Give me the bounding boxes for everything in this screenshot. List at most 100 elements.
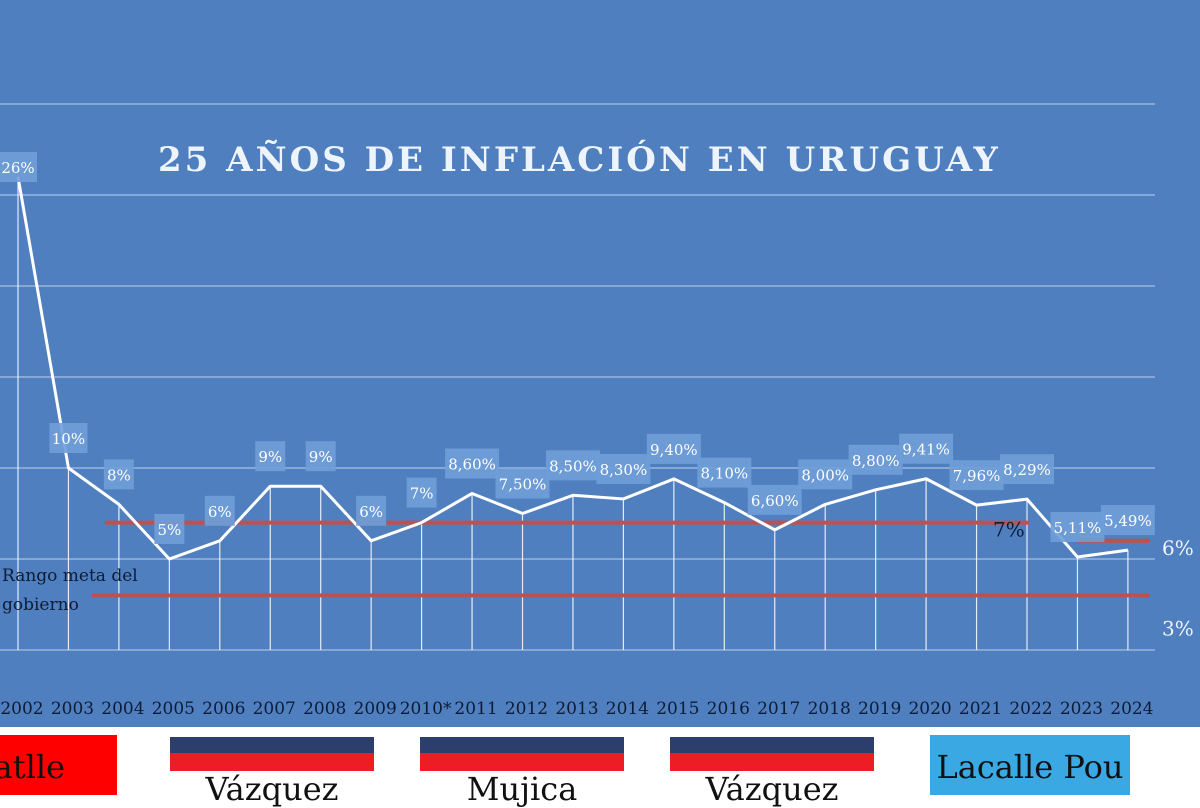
data-label-box <box>1100 505 1155 536</box>
data-label-box <box>445 448 500 479</box>
band-stripe-top <box>420 737 624 755</box>
data-label: 5% <box>154 514 185 544</box>
data-label-box <box>848 444 903 475</box>
data-label-text: 26% <box>1 159 34 177</box>
x-tick-label: 2005 <box>152 699 195 719</box>
data-label: 7,96% <box>949 460 1004 491</box>
data-label: 10% <box>49 423 88 453</box>
data-label-box <box>356 495 387 526</box>
government-name: atlle <box>0 748 65 786</box>
data-label-box <box>0 152 37 182</box>
data-label: 9% <box>255 441 286 472</box>
government-bands: atlle Vázquez Mujica Vázquez Lacalle Pou <box>0 727 1200 807</box>
data-label-text: 8,80% <box>852 452 900 470</box>
band-stripe-top <box>170 737 374 755</box>
data-label: 9,41% <box>899 433 954 464</box>
data-label-box <box>949 460 1004 491</box>
x-tick-label: 2015 <box>656 699 699 719</box>
inflation-chart: 26% 10% 8% 5% 6% 9% 9% 6% 7% 8,60%7,50%8,50% 8,30%… <box>0 0 1200 727</box>
x-tick-label: 2003 <box>51 699 94 719</box>
x-tick-label: 2013 <box>555 699 598 719</box>
x-tick-label: 2016 <box>707 699 750 719</box>
data-label-box <box>204 495 235 526</box>
x-tick-label: 2014 <box>606 699 649 719</box>
data-label: 8,00% <box>798 459 853 490</box>
x-tick-label: 2019 <box>858 699 901 719</box>
x-tick-label: 2006 <box>202 699 245 719</box>
government-name: Mujica <box>466 770 578 808</box>
data-label: 8,30% <box>596 453 651 484</box>
data-label-box <box>49 423 88 453</box>
data-label-text: 5% <box>157 521 181 539</box>
x-tick-label: 2012 <box>505 699 548 719</box>
data-label: 9,40% <box>646 433 701 464</box>
data-label-box <box>899 433 954 464</box>
data-label-text: 6,60% <box>751 492 799 510</box>
data-label-text: 5,11% <box>1054 519 1102 537</box>
x-tick-label: 2021 <box>959 699 1002 719</box>
x-tick-label: 2007 <box>253 699 296 719</box>
data-label-box <box>1050 511 1105 542</box>
government-name: Lacalle Pou <box>936 748 1124 786</box>
x-tick-label: 2010* <box>400 699 452 719</box>
data-label-box <box>1000 454 1054 485</box>
data-label-text: 7,96% <box>953 467 1001 485</box>
government-band: atlle <box>0 735 117 795</box>
data-label: 6% <box>204 495 235 526</box>
data-label-text: 7% <box>410 485 434 503</box>
data-label-box <box>154 514 185 544</box>
inflation-series-line <box>16 176 1129 561</box>
data-label-box <box>798 459 853 490</box>
x-tick-label: 2023 <box>1060 699 1103 719</box>
data-label-text: 10% <box>52 430 85 448</box>
target-upper-label: 7% <box>993 518 1025 542</box>
data-label-box <box>305 441 336 472</box>
data-label-box <box>255 441 286 472</box>
data-label-text: 7,50% <box>499 476 547 494</box>
x-tick-label: 2022 <box>1009 699 1052 719</box>
x-tick-label: 2020 <box>908 699 951 719</box>
x-tick-labels: 2002 2003 2004 2005 2006 2007 2008 2009 2010* 201… <box>0 699 1153 719</box>
data-label-text: 8% <box>107 466 131 484</box>
government-band: Vázquez <box>170 735 374 807</box>
data-label: 5,11% <box>1050 511 1105 542</box>
data-label-box <box>596 453 651 484</box>
data-label: 8,80% <box>848 444 903 475</box>
band-stripe-bottom <box>670 753 874 771</box>
data-label: 7% <box>406 477 437 508</box>
x-tick-label: 2008 <box>303 699 346 719</box>
target-range-value-labels: 7% 6% 3% <box>993 518 1194 641</box>
target-lower-label: 3% <box>1162 616 1194 640</box>
data-label-text: 9% <box>309 448 333 466</box>
data-label-box <box>747 484 802 515</box>
data-label: 9% <box>305 441 336 472</box>
x-tick-label: 2004 <box>101 699 144 719</box>
x-tick-label: 2011 <box>454 699 497 719</box>
data-labels: 26% 10% 8% 5% 6% 9% 9% 6% 7% 8,60%7,50%8,50% 8,30%… <box>0 152 1155 544</box>
data-label-text: 9% <box>258 448 282 466</box>
data-label-box <box>697 457 752 488</box>
data-label-box <box>545 450 600 481</box>
data-label-text: 8,30% <box>600 461 648 479</box>
data-label-text: 9,41% <box>902 441 950 459</box>
target-upper-label: 6% <box>1162 536 1194 560</box>
government-band: Mujica <box>420 735 624 807</box>
government-band: Vázquez <box>670 735 874 807</box>
data-label-text: 8,29% <box>1003 461 1051 479</box>
x-tick-label: 2024 <box>1110 699 1153 719</box>
data-label: 6% <box>356 495 387 526</box>
band-stripe-bottom <box>170 753 374 771</box>
data-label: 7,50% <box>495 468 550 499</box>
data-label: 5,49% <box>1100 505 1155 536</box>
government-name: Vázquez <box>205 770 339 808</box>
data-label-text: 5,49% <box>1104 512 1152 530</box>
data-label-text: 8,50% <box>549 457 597 475</box>
data-label-text: 6% <box>359 503 383 521</box>
data-label: 6,60% <box>747 484 802 515</box>
band-stripe-top <box>670 737 874 755</box>
government-name: Vázquez <box>705 770 839 808</box>
data-label-box <box>495 468 550 499</box>
x-tick-label: 2009 <box>354 699 397 719</box>
data-label-text: 8,10% <box>700 465 748 483</box>
